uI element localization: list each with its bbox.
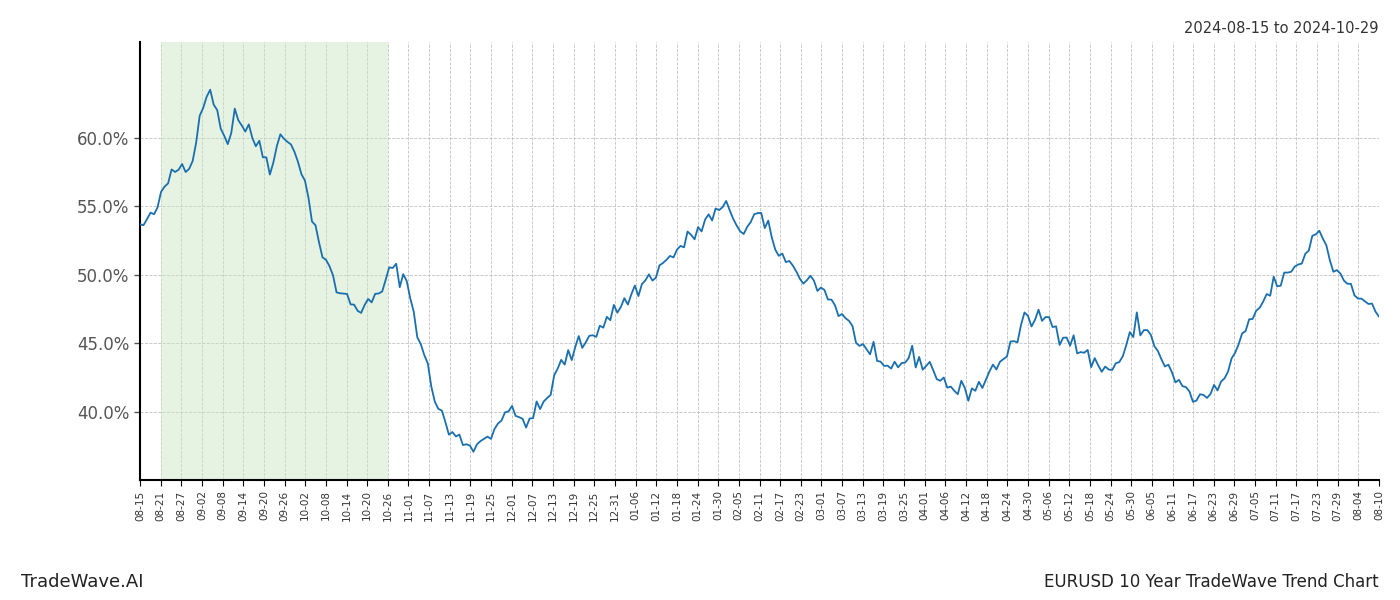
Text: EURUSD 10 Year TradeWave Trend Chart: EURUSD 10 Year TradeWave Trend Chart xyxy=(1044,573,1379,591)
Text: TradeWave.AI: TradeWave.AI xyxy=(21,573,143,591)
Text: 2024-08-15 to 2024-10-29: 2024-08-15 to 2024-10-29 xyxy=(1184,21,1379,36)
Bar xyxy=(161,42,388,480)
